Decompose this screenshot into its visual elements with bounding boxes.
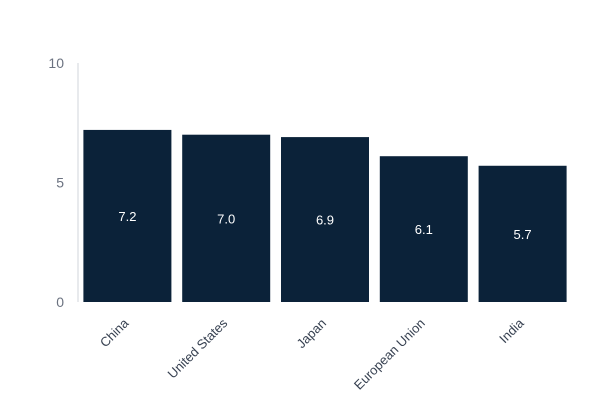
y-tick-label: 0	[56, 294, 64, 310]
x-tick-label: India	[496, 315, 527, 346]
x-tick-label: Japan	[293, 316, 329, 352]
bars-group	[83, 129, 567, 302]
x-tick-label: United States	[165, 315, 231, 381]
bar	[379, 156, 468, 302]
bar	[478, 165, 567, 302]
bar	[281, 137, 369, 302]
data-label: 5.7	[514, 227, 532, 242]
bar	[83, 129, 172, 302]
data-label: 6.9	[316, 213, 334, 228]
x-tick-label: China	[97, 315, 132, 350]
data-labels-group: 7.2 7.0 6.9 6.1 5.7	[118, 209, 531, 242]
y-tick-label: 5	[56, 175, 64, 191]
data-label: 6.1	[415, 222, 433, 237]
data-label: 7.0	[217, 211, 235, 226]
y-tick-label: 10	[48, 55, 64, 71]
data-label: 7.2	[118, 209, 136, 224]
x-axis: China United States Japan European Union Ind…	[97, 315, 527, 393]
y-axis: 0 5 10	[48, 55, 64, 310]
bar	[182, 134, 271, 302]
x-tick-label: European Union	[351, 316, 428, 393]
